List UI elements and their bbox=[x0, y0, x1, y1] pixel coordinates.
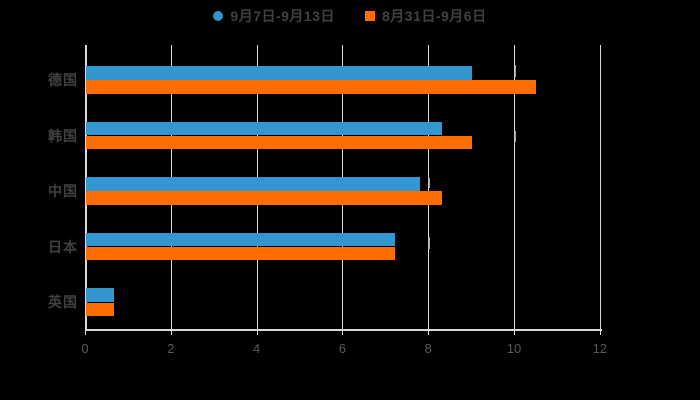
legend-item-week-sep7-13[interactable]: 9月7日-9月13日 bbox=[213, 6, 335, 26]
bar-current-week bbox=[85, 177, 421, 191]
gridline bbox=[514, 45, 515, 329]
legend-square-marker-icon bbox=[365, 11, 375, 21]
y-category-label: 日本 bbox=[48, 238, 78, 255]
legend-label: 8月31日-9月6日 bbox=[382, 8, 487, 24]
dashed-gridline-artifact bbox=[427, 237, 430, 249]
x-tick-label: 12 bbox=[592, 341, 608, 356]
bar-current-week bbox=[85, 232, 395, 247]
axis-tick bbox=[85, 329, 86, 335]
x-tick-label: 10 bbox=[506, 341, 522, 356]
axis-tick bbox=[170, 329, 172, 335]
x-tick-label: 6 bbox=[338, 341, 346, 356]
legend-item-week-aug31-sep6[interactable]: 8月31日-9月6日 bbox=[365, 6, 487, 26]
axis-tick bbox=[514, 329, 515, 335]
y-category-label: 中国 bbox=[48, 183, 78, 200]
dashed-gridline-artifact bbox=[513, 65, 516, 77]
bar-current-week bbox=[85, 288, 114, 302]
x-tick-label: 2 bbox=[167, 341, 175, 356]
dashed-gridline-artifact bbox=[514, 131, 516, 142]
y-category-label: 德国 bbox=[48, 72, 78, 88]
y-category-label: 英国 bbox=[48, 294, 78, 311]
axis-tick bbox=[599, 329, 601, 335]
bar-current-week bbox=[85, 121, 442, 136]
bar-previous-week bbox=[85, 80, 537, 94]
bar-previous-week bbox=[85, 191, 442, 205]
axis-tick bbox=[342, 329, 344, 335]
bar-previous-week bbox=[85, 302, 114, 317]
legend-circle-marker-icon bbox=[213, 11, 224, 21]
legend: 9月7日-9月13日 8月31日-9月6日 bbox=[0, 6, 700, 26]
bar-previous-week bbox=[85, 135, 472, 150]
x-tick-label: 4 bbox=[252, 341, 261, 356]
axis-tick bbox=[428, 329, 430, 335]
legend-label: 9月7日-9月13日 bbox=[230, 8, 335, 24]
axis-tick bbox=[256, 329, 258, 335]
x-tick-label: 0 bbox=[81, 341, 89, 356]
gridline bbox=[599, 45, 601, 329]
x-axis-line bbox=[85, 329, 602, 331]
y-category-label: 韩国 bbox=[48, 127, 78, 144]
x-tick-label: 8 bbox=[424, 341, 432, 356]
y-axis-line bbox=[85, 45, 87, 329]
dashed-gridline-artifact bbox=[427, 178, 430, 188]
bar-current-week bbox=[85, 66, 472, 80]
bar-previous-week bbox=[85, 246, 395, 261]
